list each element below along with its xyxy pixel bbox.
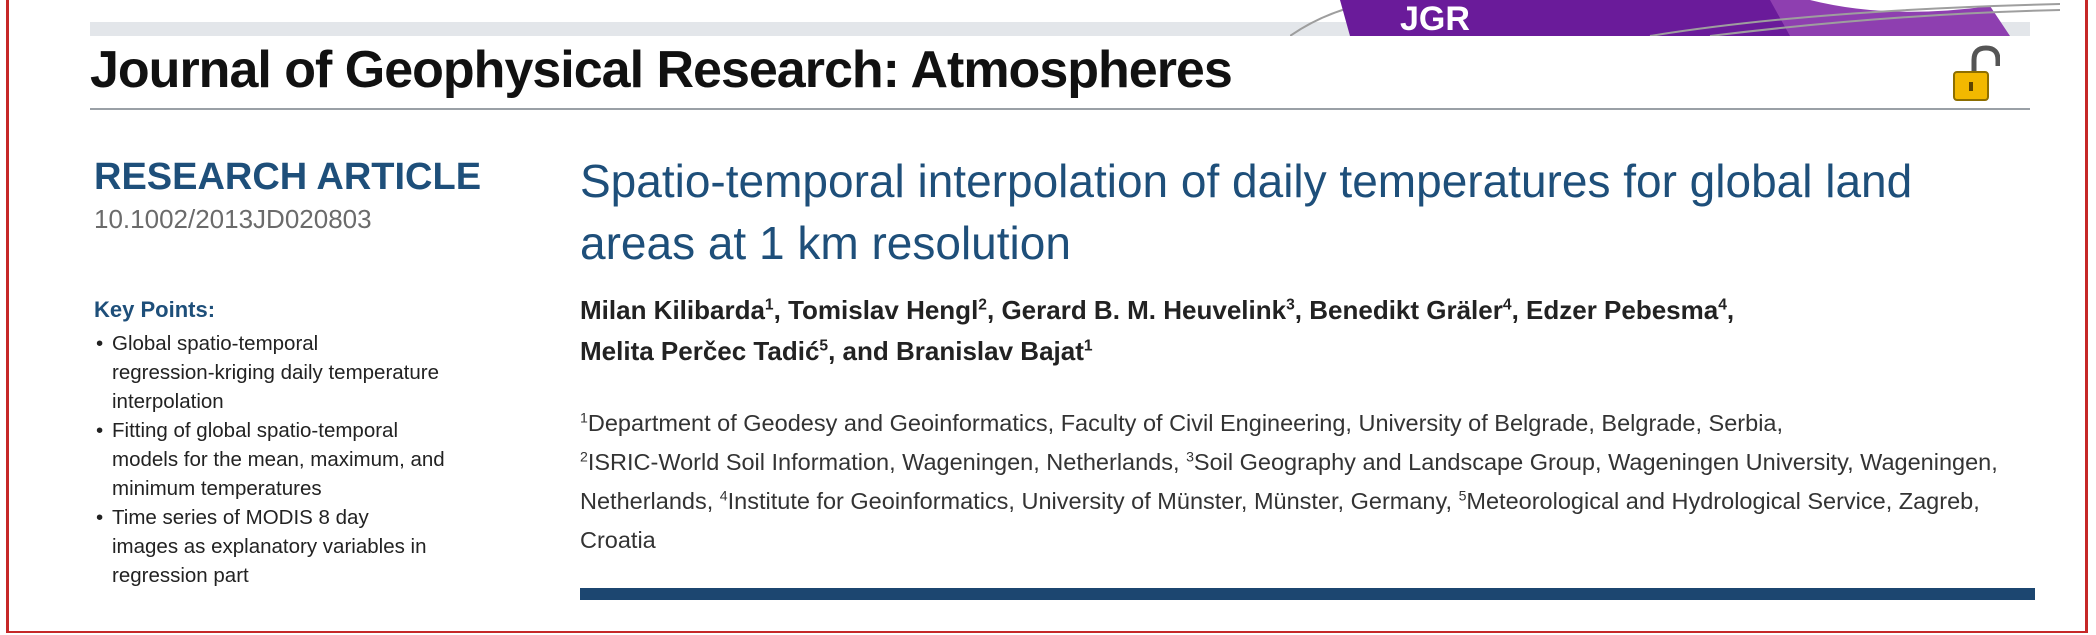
author-list: Milan Kilibarda1, Tomislav Hengl2, Gerar… [580, 295, 1735, 366]
affiliations: 1Department of Geodesy and Geoinformatic… [580, 404, 2040, 560]
key-point-line: interpolation [112, 390, 224, 413]
unlocked-padlock-icon [1952, 44, 2001, 102]
article-title: Spatio-temporal interpolation of daily t… [580, 155, 1913, 269]
author-name[interactable]: Milan Kilibarda [580, 295, 765, 325]
key-point-line: images as explanatory variables in [112, 535, 427, 558]
affiliation-number: 3 [1186, 448, 1194, 465]
author-affiliation-marker: 4 [1502, 296, 1512, 314]
page-frame [6, 0, 2088, 633]
key-point-line: regression part [112, 564, 249, 587]
author-affiliation-marker: 4 [1718, 296, 1727, 314]
author-name[interactable]: Melita Perčec Tadić [580, 336, 820, 366]
author-affiliation-marker: 3 [1286, 296, 1295, 314]
author-name[interactable]: Gerard B. M. Heuvelink [1001, 295, 1287, 325]
author-name[interactable]: Edzer Pebesma [1526, 295, 1719, 325]
doi-link[interactable]: 10.1002/2013JD020803 [94, 204, 372, 234]
key-point-line: Global spatio-temporal [112, 332, 319, 355]
header-rule [90, 108, 2030, 110]
journal-title: Journal of Geophysical Research: Atmosph… [90, 41, 1233, 99]
author-affiliation-marker: 1 [764, 296, 774, 314]
key-point-line: Time series of MODIS 8 day [112, 506, 369, 529]
key-point-item: Global spatio-temporal regression-krigin… [94, 329, 514, 416]
author-affiliation-marker: 2 [978, 296, 987, 314]
affiliation-text: Meteorological and Hydrological Service,… [580, 488, 1980, 553]
affiliation-text: Institute for Geoinformatics, University… [727, 488, 1453, 514]
affiliation-text: Department of Geodesy and Geoinformatics… [587, 410, 1784, 436]
key-point-line: models for the mean, maximum, and [112, 448, 445, 471]
section-rule [580, 588, 2035, 600]
svg-text:JGR: JGR [1400, 0, 1470, 36]
affiliation-text: ISRIC-World Soil Information, Wageningen… [587, 449, 1180, 475]
key-point-line: regression-kriging daily temperature [112, 361, 440, 384]
key-point-item: Fitting of global spatio-temporal models… [94, 416, 514, 503]
affiliation-number: 2 [580, 448, 588, 465]
author-affiliation-marker: 1 [1083, 337, 1093, 355]
author-name[interactable]: Tomislav Hengl [788, 295, 979, 325]
key-points-list: Global spatio-temporal regression-krigin… [94, 329, 514, 590]
author-name[interactable]: Benedikt Gräler [1309, 295, 1503, 325]
key-point-line: Fitting of global spatio-temporal [112, 419, 399, 442]
article-type-label: RESEARCH ARTICLE [94, 156, 482, 198]
key-points-heading: Key Points: [94, 297, 216, 322]
journal-logo: JGR [1290, 0, 2060, 36]
affiliation-number: 5 [1458, 487, 1467, 504]
affiliation-number: 1 [580, 409, 588, 426]
affiliation-number: 4 [719, 487, 728, 504]
key-point-item: Time series of MODIS 8 day images as exp… [94, 503, 514, 590]
affiliation-text: Soil Geography and Landscape Group, Wage… [580, 449, 1998, 514]
sidebar: RESEARCH ARTICLE 10.1002/2013JD020803 Ke… [94, 154, 514, 590]
author-name[interactable]: Branislav Bajat [896, 336, 1084, 366]
key-point-line: minimum temperatures [112, 477, 322, 500]
author-affiliation-marker: 5 [819, 337, 829, 355]
